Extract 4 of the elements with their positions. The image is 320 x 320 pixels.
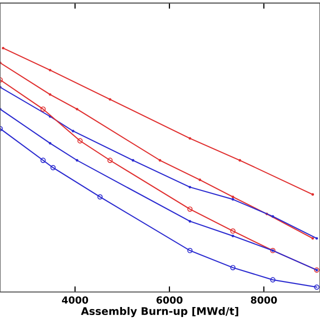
- x-tick-label: 8000: [250, 296, 277, 304]
- x-tick-label: 6000: [156, 296, 183, 304]
- x-axis-title: Assembly Burn-up [MWd/t]: [80, 306, 238, 318]
- x-tick-label: 4000: [62, 296, 88, 304]
